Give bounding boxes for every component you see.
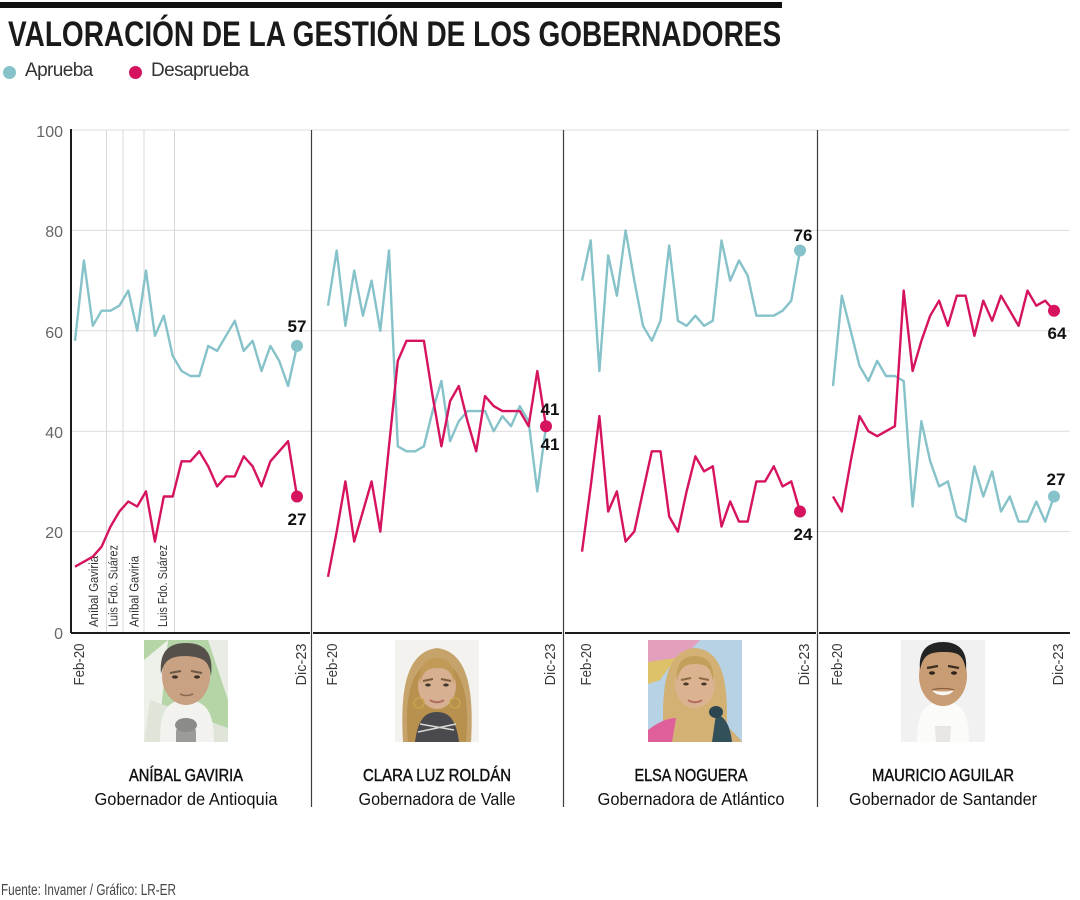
svg-text:27: 27	[1047, 470, 1066, 489]
svg-text:80: 80	[45, 224, 63, 241]
svg-text:0: 0	[54, 626, 63, 643]
svg-text:ELSA NOGUERA: ELSA NOGUERA	[635, 765, 748, 785]
svg-text:Dic-23: Dic-23	[542, 644, 559, 686]
svg-text:Feb-20: Feb-20	[324, 644, 341, 686]
svg-text:CLARA LUZ ROLDÁN: CLARA LUZ ROLDÁN	[363, 765, 511, 785]
svg-text:Gobernadora de Valle: Gobernadora de Valle	[359, 789, 516, 809]
svg-text:Gobernador de Antioquia: Gobernador de Antioquia	[95, 789, 278, 809]
svg-text:Dic-23: Dic-23	[293, 644, 310, 686]
svg-text:Luis Fdo. Suárez: Luis Fdo. Suárez	[107, 545, 121, 627]
svg-text:Feb-20: Feb-20	[71, 644, 88, 686]
svg-text:Aníbal Gaviria: Aníbal Gaviria	[128, 556, 142, 627]
svg-text:Gobernadora de Atlántico: Gobernadora de Atlántico	[598, 789, 785, 809]
svg-text:Feb-20: Feb-20	[829, 644, 846, 686]
svg-text:60: 60	[45, 325, 63, 342]
svg-text:ANÍBAL GAVIRIA: ANÍBAL GAVIRIA	[129, 765, 243, 785]
svg-text:Gobernador de Santander: Gobernador de Santander	[849, 789, 1037, 809]
svg-text:Dic-23: Dic-23	[796, 644, 813, 686]
svg-text:20: 20	[45, 525, 63, 542]
svg-text:27: 27	[288, 510, 307, 529]
svg-text:40: 40	[45, 425, 63, 442]
svg-text:Feb-20: Feb-20	[578, 644, 595, 686]
svg-text:41: 41	[541, 400, 560, 419]
svg-text:64: 64	[1048, 324, 1067, 343]
svg-text:24: 24	[794, 525, 813, 544]
svg-text:Dic-23: Dic-23	[1050, 644, 1067, 686]
svg-text:Luis Fdo. Suárez: Luis Fdo. Suárez	[156, 545, 170, 627]
svg-text:57: 57	[288, 317, 307, 336]
svg-text:76: 76	[794, 226, 813, 245]
svg-text:41: 41	[541, 435, 560, 454]
svg-text:Aníbal Gaviria: Aníbal Gaviria	[87, 556, 101, 627]
svg-text:MAURICIO AGUILAR: MAURICIO AGUILAR	[872, 765, 1014, 785]
svg-text:100: 100	[36, 124, 63, 141]
